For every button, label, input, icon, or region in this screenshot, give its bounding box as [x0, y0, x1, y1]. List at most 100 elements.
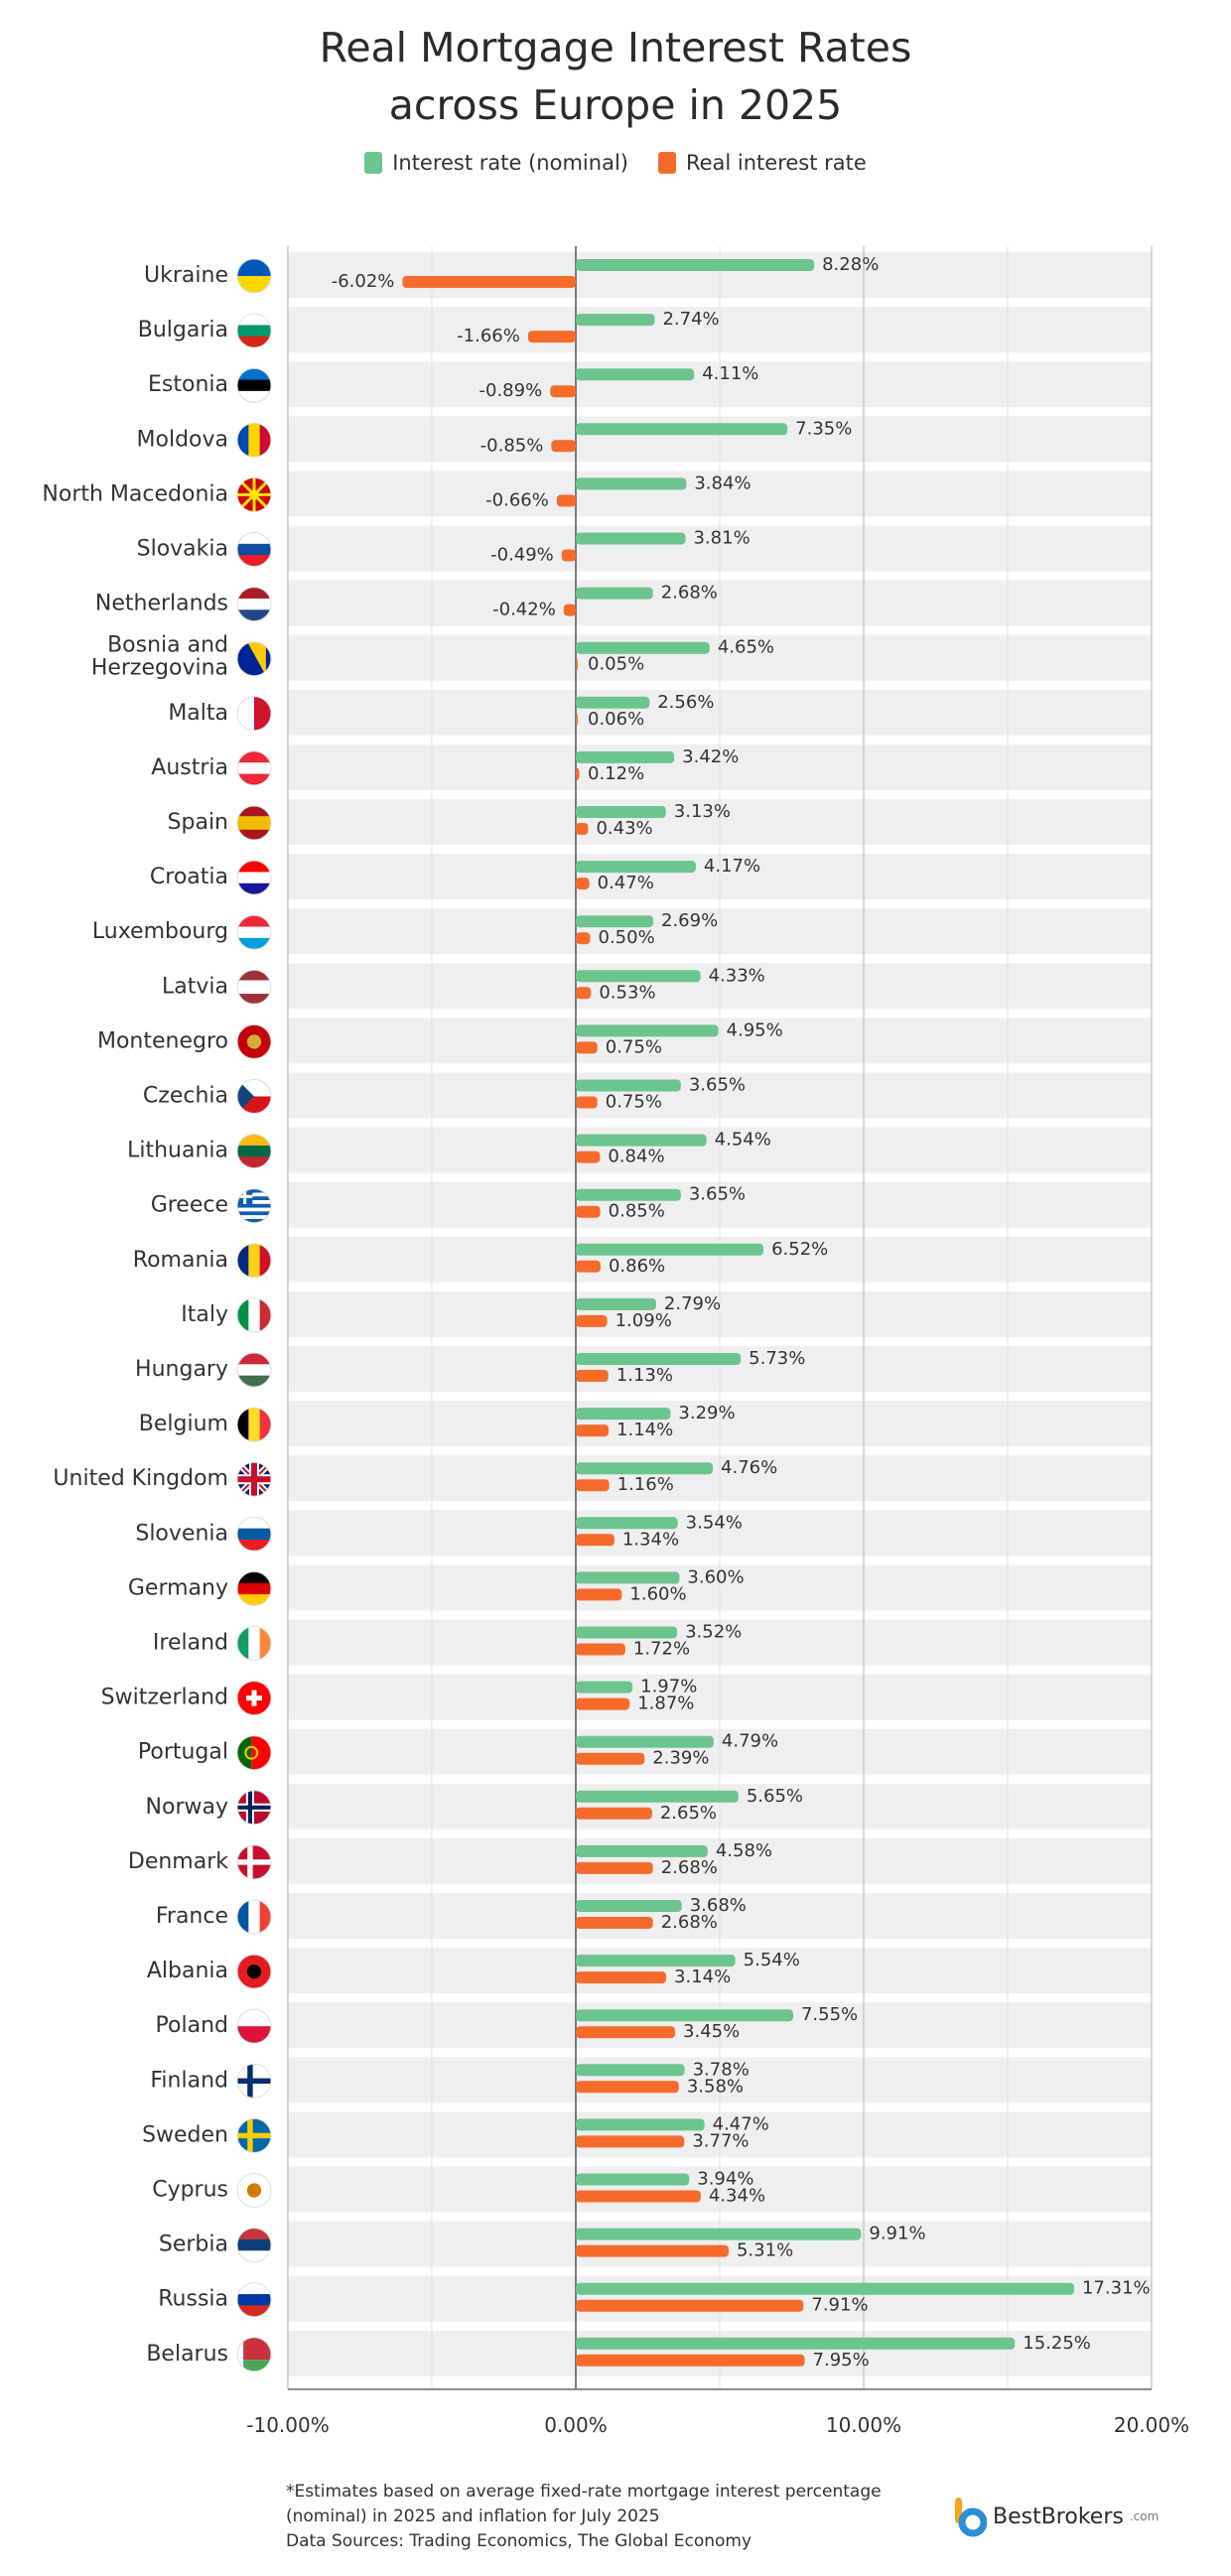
- spain-flag-icon: [236, 805, 272, 841]
- bar-nominal: [576, 750, 675, 763]
- value-label-nominal: 1.97%: [640, 1677, 697, 1697]
- category-label: Luxembourg: [92, 919, 228, 944]
- bar-nominal: [576, 696, 650, 709]
- category-label: Austria: [151, 755, 228, 780]
- value-label-real: 0.53%: [599, 982, 655, 1003]
- bar-real: [576, 1534, 615, 1547]
- bar-nominal: [576, 2009, 793, 2022]
- ukraine-flag-icon: [236, 258, 272, 294]
- category-label: Norway: [146, 1795, 228, 1820]
- x-tick-label: 10.00%: [826, 2413, 901, 2437]
- value-label-nominal: 2.69%: [661, 910, 718, 931]
- bar-real: [576, 2026, 676, 2039]
- value-label-real: 1.09%: [616, 1310, 672, 1331]
- category-label: Latvia: [162, 974, 228, 999]
- value-label-real: 0.86%: [609, 1256, 665, 1277]
- bar-real: [576, 2244, 729, 2257]
- category-label: Romania: [133, 1248, 228, 1273]
- value-label-nominal: 4.47%: [713, 2113, 769, 2134]
- value-label-nominal: 2.56%: [657, 692, 714, 713]
- value-label-real: -1.66%: [457, 326, 520, 346]
- bar-real: [563, 604, 576, 616]
- bosnia-and-herzegovina-flag-icon: [236, 641, 272, 677]
- bar-real: [576, 2190, 701, 2203]
- value-label-real: 1.16%: [617, 1474, 674, 1495]
- value-label-real: 0.12%: [588, 763, 644, 784]
- united-kingdom-flag-icon: [236, 1461, 272, 1497]
- luxembourg-flag-icon: [236, 914, 272, 950]
- value-label-real: 0.47%: [598, 873, 654, 893]
- category-label: Spain: [168, 810, 228, 835]
- bar-real: [576, 658, 578, 671]
- category-label: Cyprus: [152, 2178, 228, 2203]
- latvia-flag-icon: [236, 969, 272, 1005]
- slovakia-flag-icon: [236, 532, 272, 567]
- value-label-nominal: 15.25%: [1023, 2333, 1091, 2354]
- value-label-nominal: 3.94%: [697, 2169, 753, 2190]
- bar-nominal: [576, 1955, 736, 1967]
- value-label-nominal: 3.65%: [689, 1075, 746, 1096]
- bar-real: [576, 1588, 622, 1601]
- bar-real: [576, 1370, 609, 1382]
- category-label: Poland: [156, 2013, 228, 2038]
- cyprus-flag-icon: [236, 2173, 272, 2208]
- bar-nominal: [576, 1134, 707, 1147]
- category-label: Russia: [158, 2287, 228, 2312]
- bar-real: [576, 767, 580, 780]
- bar-nominal: [576, 970, 701, 983]
- value-label-nominal: 4.58%: [716, 1840, 772, 1861]
- hungary-flag-icon: [236, 1352, 272, 1388]
- value-label-nominal: 3.13%: [674, 801, 731, 822]
- value-label-real: 2.65%: [660, 1803, 717, 1824]
- value-label-real: 0.75%: [606, 1036, 662, 1057]
- bar-real: [576, 1314, 608, 1327]
- lithuania-flag-icon: [236, 1134, 272, 1169]
- value-label-nominal: 8.28%: [822, 254, 879, 275]
- bar-nominal: [576, 477, 687, 490]
- bar-nominal: [576, 1626, 678, 1639]
- bar-real: [527, 331, 576, 343]
- value-label-real: 3.14%: [674, 1966, 731, 1987]
- category-label: Switzerland: [101, 1686, 228, 1710]
- category-label: Ukraine: [144, 263, 228, 288]
- bar-nominal: [576, 2173, 690, 2186]
- value-label-nominal: 17.31%: [1082, 2278, 1151, 2299]
- value-label-real: 7.91%: [811, 2295, 868, 2316]
- poland-flag-icon: [236, 2008, 272, 2044]
- bar-nominal: [576, 423, 788, 436]
- bar-nominal: [576, 1024, 719, 1037]
- value-label-nominal: 3.81%: [693, 528, 750, 549]
- bar-nominal: [576, 2337, 1016, 2350]
- bar-nominal: [576, 259, 815, 271]
- value-label-real: 4.34%: [709, 2186, 765, 2207]
- category-label: Greece: [151, 1193, 228, 1218]
- bar-real: [576, 878, 590, 890]
- legend-label-real: Real interest rate: [685, 151, 867, 175]
- bar-real: [576, 932, 591, 945]
- bar-nominal: [576, 368, 695, 381]
- value-label-nominal: 4.54%: [715, 1130, 771, 1151]
- value-label-nominal: 6.52%: [771, 1239, 828, 1260]
- x-tick-label: 20.00%: [1114, 2413, 1189, 2437]
- category-label: Finland: [150, 2068, 228, 2093]
- bar-real: [402, 276, 576, 288]
- slovenia-flag-icon: [236, 1516, 272, 1552]
- bar-nominal: [576, 1353, 742, 1365]
- value-label-nominal: 9.91%: [869, 2224, 925, 2244]
- value-label-nominal: 3.68%: [690, 1895, 747, 1916]
- austria-flag-icon: [236, 750, 272, 786]
- category-label: Netherlands: [95, 592, 228, 616]
- value-label-nominal: 5.65%: [747, 1786, 803, 1807]
- category-label: United Kingdom: [53, 1466, 228, 1491]
- legend-swatch-real: [657, 152, 676, 174]
- footnote-line-2: (nominal) in 2025 and inflation for July…: [286, 2507, 660, 2526]
- malta-flag-icon: [236, 696, 272, 732]
- value-label-nominal: 3.54%: [686, 1512, 743, 1533]
- value-label-real: 5.31%: [737, 2240, 793, 2261]
- value-label-nominal: 3.78%: [693, 2059, 750, 2080]
- bar-nominal: [576, 1243, 764, 1256]
- category-label: Bulgaria: [138, 318, 228, 342]
- bar-chart: -10.00% 0.00% 10.00% 20.00% 8.28% -6.02% Ukrai…: [42, 246, 1189, 2437]
- value-label-nominal: 3.84%: [694, 473, 751, 493]
- legend-label-nominal: Interest rate (nominal): [392, 151, 628, 175]
